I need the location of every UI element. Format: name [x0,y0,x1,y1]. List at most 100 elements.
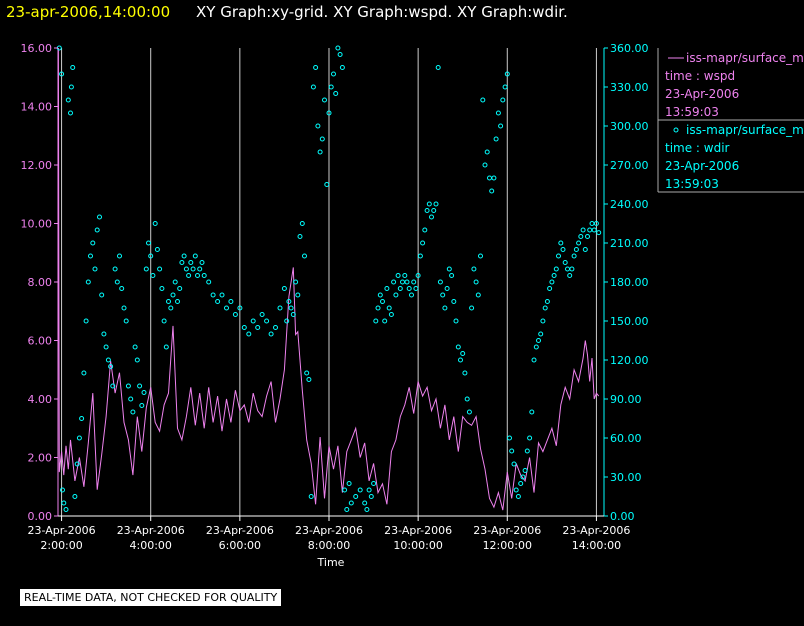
wdir-point-30 [119,286,125,291]
wdir-point-13 [81,370,87,376]
wdir-point-73 [228,299,234,304]
wdir-point-201 [547,286,553,291]
wdir-point-59 [183,266,189,272]
wdir-point-176 [491,175,497,181]
series-wdir [56,45,602,512]
wdir-point-215 [578,234,584,239]
x-tick-time-5: 12:00:00 [483,539,532,552]
wdir-point-223 [596,230,602,236]
wdir-point-149 [431,208,437,213]
wdir-point-69 [210,292,216,298]
wdir-point-20 [97,214,102,220]
wdir-point-112 [342,487,348,493]
wdir-point-136 [402,273,408,278]
wdir-point-95 [304,370,310,376]
wdir-point-210 [567,273,573,278]
legend-wdir-line2: time : wdir [665,141,730,155]
y-right-tick-label-2: 60.00 [610,432,642,445]
wdir-point-63 [192,253,198,259]
wdir-point-78 [250,318,256,324]
wdir-point-49 [161,318,167,324]
wdir-point-94 [302,253,307,259]
y-right-tick-label-11: 330.00 [610,81,649,94]
wdir-point-135 [400,279,405,285]
wdir-point-87 [286,299,292,304]
wdir-point-115 [348,500,354,506]
wdir-point-194 [531,357,537,363]
wdir-point-153 [440,292,446,298]
header-subtitle: XY Graph:xy-grid. XY Graph:wspd. XY Grap… [196,3,568,21]
wdir-point-25 [108,364,114,369]
wdir-point-50 [163,344,169,350]
wdir-point-93 [299,221,305,226]
wdir-point-188 [518,481,524,486]
wdir-point-22 [101,331,107,337]
wdir-point-147 [426,201,432,207]
wdir-point-163 [462,370,468,376]
y-left-tick-label-6: 12.00 [21,159,53,172]
x-tick-time-3: 8:00:00 [308,539,350,552]
wdir-point-44 [150,273,156,278]
wdir-point-160 [455,344,461,350]
wdir-point-193 [529,409,535,415]
wdir-point-187 [515,494,521,499]
wdir-point-138 [406,286,412,291]
wdir-point-109 [335,45,341,51]
wdir-point-213 [573,247,579,252]
wdir-point-151 [435,65,441,70]
wdir-point-100 [315,123,321,129]
wdir-point-74 [232,312,238,317]
wdir-point-219 [587,227,593,233]
wdir-point-157 [449,273,455,278]
header-timestamp: 23-apr-2006,14:00:00 [6,3,170,21]
wdir-point-154 [442,305,448,311]
wdir-point-48 [159,286,165,291]
y-left-tick-label-8: 16.00 [21,42,53,55]
x-tick-date-2: 23-Apr-2006 [206,524,274,537]
wdir-point-11 [76,435,82,441]
wdir-point-97 [308,494,314,499]
wdir-point-37 [134,357,140,363]
y-right-tick-label-3: 90.00 [610,393,642,406]
wdir-point-114 [346,481,352,486]
wdir-point-161 [458,357,463,363]
wdir-point-77 [246,331,252,337]
wdir-point-212 [571,253,577,259]
wdir-point-141 [413,286,419,291]
wdir-point-182 [504,71,510,77]
wdir-point-26 [110,383,116,389]
wdir-point-186 [513,487,519,493]
wdir-point-62 [190,266,196,272]
wdir-point-195 [533,344,539,350]
wdir-point-222 [593,221,599,226]
series-wspd [57,47,600,511]
wdir-point-54 [172,279,178,285]
wdir-point-28 [114,279,120,285]
wdir-point-29 [117,253,122,259]
wdir-point-70 [215,299,221,304]
wdir-point-65 [197,266,203,272]
wdir-point-2 [60,487,65,493]
wdir-point-72 [224,305,229,311]
wdir-point-197 [538,331,544,337]
wdir-point-90 [293,279,299,285]
y-left-tick-label-4: 8.00 [28,276,53,289]
wdir-point-190 [522,468,528,473]
wdir-point-121 [368,494,374,499]
wdir-point-143 [417,253,423,259]
y-right-tick-label-10: 300.00 [610,120,649,133]
wdir-point-55 [175,299,180,304]
wdir-point-17 [90,240,96,246]
wdir-point-92 [297,234,303,239]
wdir-point-162 [460,351,466,356]
wdir-point-1 [59,71,65,77]
wdir-point-127 [382,318,388,324]
wdir-point-9 [72,494,78,499]
wdir-point-71 [219,292,225,298]
wdir-point-133 [395,273,401,278]
wdir-point-146 [424,208,430,213]
y-right-tick-label-5: 150.00 [610,315,649,328]
wdir-point-217 [582,247,588,252]
x-tick-date-3: 23-Apr-2006 [295,524,363,537]
